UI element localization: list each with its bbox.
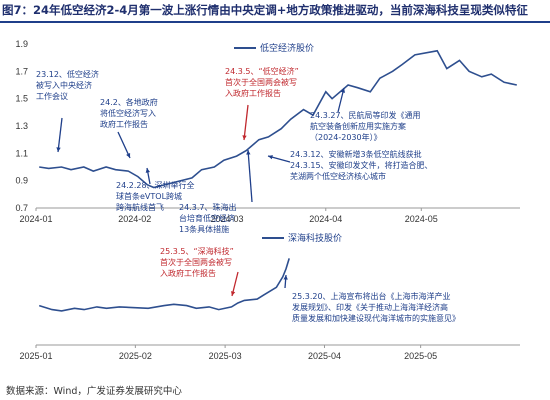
chart0-annotation-3-line-2: 跨海航线首飞 bbox=[116, 202, 164, 212]
chart1-x-tick-4: 2025-05 bbox=[404, 351, 437, 361]
chart0-annotation-6-line-0: 24.3.27、民航局等印发《通用 bbox=[310, 110, 421, 120]
chart0-annotation-0-line-0: 23.12、低空经济 bbox=[36, 69, 99, 79]
chart0-y-tick-0: 1.9 bbox=[15, 39, 28, 49]
chart1-legend-label: 深海科技股价 bbox=[288, 232, 342, 244]
chart1-arrow-0-head bbox=[230, 291, 236, 296]
chart0-arrow-6-head bbox=[340, 88, 346, 93]
chart1-annotation-1-line-2: 质量发展和加快建设现代海洋城市的实施意见》 bbox=[292, 313, 460, 323]
chart1-series-line bbox=[38, 258, 290, 312]
chart0-annotation-3-line-1: 球首条eVTOL跨城 bbox=[116, 191, 182, 201]
chart0-x-tick-1: 2024-02 bbox=[118, 214, 151, 224]
chart0-arrow-2-head bbox=[242, 135, 247, 140]
chart0-arrow-2 bbox=[243, 104, 249, 141]
chart0-annotation-2-line-0: 24.3.5、“低空经济” bbox=[225, 66, 299, 76]
chart0-annotation-4-line-2: 13条具体措施 bbox=[179, 224, 229, 234]
chart0-arrow-4-head bbox=[246, 150, 251, 155]
title-rule bbox=[0, 21, 550, 23]
chart0-annotation-4-line-1: 台培育低空经济 bbox=[179, 213, 235, 223]
chart0-arrow-3-head bbox=[145, 168, 150, 173]
chart0-annotation-1-line-2: 政府工作报告 bbox=[100, 119, 148, 129]
chart0-arrow-5-head bbox=[268, 155, 273, 160]
chart0-annotation-4-line-0: 24.3.7、珠海出 bbox=[179, 202, 236, 212]
chart1-annotation-0-line-0: 25.3.5、“深海科技” bbox=[160, 246, 234, 256]
chart0-y-tick-6: 0.7 bbox=[15, 203, 28, 213]
chart1-x-tick-0: 2025-01 bbox=[19, 351, 52, 361]
chart0-x-tick-3: 2024-04 bbox=[309, 214, 342, 224]
chart0-arrow-0-head bbox=[56, 147, 61, 152]
chart0-arrow-0 bbox=[57, 117, 63, 153]
chart1-annotation-1-line-0: 25.3.20、上海宣布将出台《上海市海洋产业 bbox=[292, 291, 451, 301]
chart0-y-tick-2: 1.5 bbox=[15, 94, 28, 104]
chart0-y-tick-5: 0.9 bbox=[15, 176, 28, 186]
chart0-annotation-5-line-2: 芜湖两个低空经济核心城市 bbox=[290, 171, 386, 181]
chart1-annotation-1-line-1: 发展规划》、印发《关于推动上海海洋经济高 bbox=[292, 302, 448, 312]
chart0-annotation-6-line-1: 航空装备创新应用实施方案 bbox=[310, 121, 406, 131]
chart1-x-tick-2: 2025-03 bbox=[209, 351, 242, 361]
chart0-arrow-1 bbox=[117, 131, 131, 159]
chart0-arrow-4 bbox=[247, 149, 253, 203]
chart0-annotation-1-line-1: 将低空经济写入 bbox=[100, 108, 156, 118]
figure-title: 图7：24年低空经济2-4月第一波上涨行情由中央定调+地方政策推进驱动，当前深海… bbox=[2, 3, 528, 17]
chart0-annotation-1-line-0: 24.2、各地政府 bbox=[100, 97, 158, 107]
chart0-annotation-3-line-0: 24.2.28、深圳举行全 bbox=[116, 180, 195, 190]
chart0-annotation-5-line-1: 24.3.15、安徽印发文件，将打造合肥、 bbox=[290, 160, 433, 170]
chart0-x-tick-0: 2024-01 bbox=[19, 214, 52, 224]
chart0-legend-label: 低空经济股价 bbox=[260, 42, 314, 54]
chart0-y-tick-4: 1.1 bbox=[15, 148, 28, 158]
chart0-x-tick-4: 2024-05 bbox=[405, 214, 438, 224]
chart1-x-tick-3: 2025-04 bbox=[308, 351, 341, 361]
chart0-annotation-0-line-1: 被写入中央经济 bbox=[36, 80, 92, 90]
chart1-annotation-0-line-1: 首次于全国两会被写 bbox=[160, 257, 232, 267]
chart1-annotation-0-line-2: 入政府工作报告 bbox=[160, 268, 216, 278]
chart0-x-tick-2: 2024-03 bbox=[211, 214, 244, 224]
chart0-arrow-1-head bbox=[126, 153, 131, 158]
chart0-annotation-2-line-2: 入政府工作报告 bbox=[225, 88, 281, 98]
chart0-annotation-0-line-2: 工作会议 bbox=[36, 91, 68, 101]
chart1-x-tick-1: 2025-02 bbox=[119, 351, 152, 361]
chart0-y-tick-3: 1.3 bbox=[15, 121, 28, 131]
chart1-arrow-1-head bbox=[283, 275, 288, 280]
chart0-series-line bbox=[39, 49, 517, 189]
chart0-y-tick-1: 1.7 bbox=[15, 66, 28, 76]
chart0-annotation-2-line-1: 首次于全国两会被写 bbox=[225, 77, 297, 87]
chart0-annotation-5-line-0: 24.3.12、安徽新增3条低空航线获批 bbox=[290, 149, 422, 159]
chart0-annotation-6-line-2: （2024-2030年）》 bbox=[310, 132, 382, 142]
data-source: 数据来源：Wind，广发证券发展研究中心 bbox=[6, 386, 182, 397]
